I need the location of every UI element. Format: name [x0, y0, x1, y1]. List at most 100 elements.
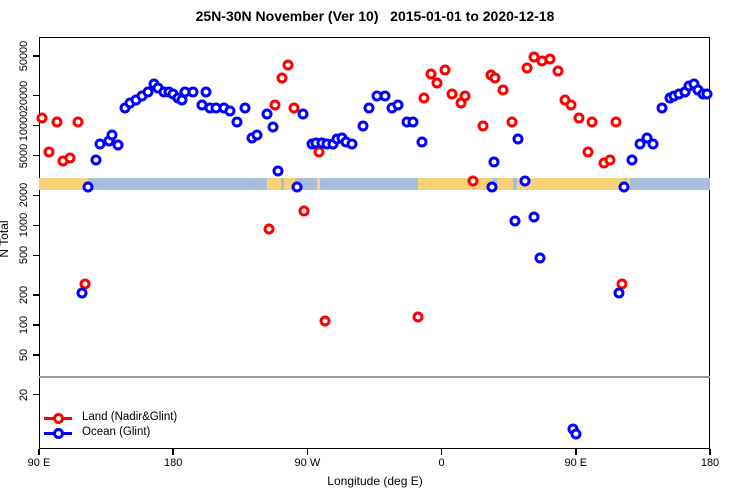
- data-point-ocean: [224, 105, 236, 117]
- data-point-land: [412, 311, 424, 323]
- y-tick: [33, 154, 39, 157]
- data-point-ocean: [76, 287, 88, 299]
- surface-strip-segment-ocean: [513, 177, 517, 190]
- data-point-ocean: [363, 102, 375, 114]
- data-point-ocean: [346, 138, 358, 150]
- data-point-land: [439, 64, 451, 76]
- data-point-land: [269, 99, 281, 111]
- y-tick-label: 200: [18, 285, 30, 305]
- data-point-ocean: [297, 108, 309, 120]
- surface-strip-segment-land: [317, 177, 321, 190]
- data-point-land: [544, 53, 556, 65]
- data-point-ocean: [187, 86, 199, 98]
- surface-strip-segment-land: [627, 177, 631, 190]
- surface-strip-segment-ocean: [281, 177, 284, 190]
- data-point-land: [610, 116, 622, 128]
- data-point-land: [64, 152, 76, 164]
- y-tick-label: 2000: [18, 183, 30, 208]
- legend-label-land: Land (Nadir&Glint): [82, 411, 178, 423]
- ocean-circle-icon: [53, 428, 64, 439]
- x-tick: [440, 449, 443, 455]
- y-tick: [33, 55, 39, 57]
- data-point-ocean: [634, 138, 646, 150]
- data-point-ocean: [267, 121, 279, 133]
- y-tick-label: 5000: [18, 143, 30, 168]
- data-point-ocean: [488, 156, 500, 168]
- legend-item-land: Land (Nadir&Glint): [44, 411, 244, 426]
- surface-strip-segment-land: [283, 177, 296, 190]
- data-point-ocean: [534, 252, 546, 264]
- surface-strip-segment-land: [267, 177, 282, 190]
- y-tick-label: 50: [18, 348, 30, 362]
- data-point-land: [319, 315, 331, 327]
- surface-strip-segment-ocean: [320, 177, 418, 190]
- y-tick-label: 100: [18, 315, 30, 335]
- data-point-ocean: [261, 108, 273, 120]
- page-title: 25N-30N November (Ver 10) 2015-01-01 to …: [195, 8, 555, 24]
- data-point-ocean: [656, 102, 668, 114]
- data-point-ocean: [626, 154, 638, 166]
- data-point-ocean: [512, 133, 524, 145]
- data-point-land: [573, 112, 585, 124]
- y-tick-label: 50000: [18, 40, 30, 72]
- data-point-ocean: [519, 175, 531, 187]
- x-tick: [306, 449, 309, 455]
- y-tick-label: 20000: [18, 80, 30, 111]
- legend-label-ocean: Ocean (Glint): [82, 426, 151, 438]
- x-tick-label: 90 W: [294, 457, 321, 469]
- legend: Land (Nadir&Glint) Ocean (Glint): [44, 411, 244, 441]
- data-point-land: [459, 90, 471, 102]
- x-tick: [709, 449, 711, 455]
- surface-strip-segment-land: [417, 177, 493, 190]
- data-point-ocean: [618, 181, 629, 193]
- data-point-ocean: [239, 102, 251, 114]
- data-point-ocean: [407, 116, 419, 128]
- data-point-ocean: [392, 99, 404, 111]
- data-point-land: [506, 116, 518, 128]
- data-point-land: [288, 102, 300, 114]
- data-point-land: [431, 77, 443, 89]
- x-tick-label: 0: [438, 457, 445, 469]
- data-point-land: [276, 72, 288, 84]
- y-tick-label: 1000: [18, 213, 30, 238]
- surface-strip-segment-land: [39, 177, 89, 190]
- y-tick: [33, 224, 39, 227]
- data-point-ocean: [357, 120, 369, 132]
- data-point-land: [552, 65, 564, 77]
- x-tick-label: 90 E: [27, 457, 51, 469]
- data-point-ocean: [528, 211, 540, 223]
- data-point-ocean: [486, 181, 498, 193]
- y-tick: [33, 324, 39, 326]
- surface-strip-segment-ocean: [630, 177, 710, 190]
- data-point-land: [604, 154, 616, 166]
- x-tick: [172, 449, 174, 455]
- plot-area: [39, 37, 710, 449]
- surface-strip-segment-land: [496, 177, 514, 190]
- x-tick-label: 180: [164, 457, 183, 469]
- y-tick-label: 20: [18, 388, 30, 401]
- y-tick-label: 500: [18, 246, 30, 265]
- data-point-land: [586, 116, 598, 128]
- data-point-ocean: [106, 129, 118, 141]
- y-tick: [33, 94, 39, 97]
- surface-strip-segment-land: [516, 177, 625, 190]
- data-point-land: [418, 92, 430, 104]
- y-tick: [33, 124, 39, 127]
- legend-item-ocean: Ocean (Glint): [44, 426, 244, 441]
- y-tick: [33, 294, 39, 296]
- data-point-ocean: [416, 136, 428, 148]
- data-point-ocean: [142, 86, 154, 98]
- data-point-ocean: [90, 154, 102, 166]
- y-tick: [33, 354, 39, 356]
- x-tick-label: 90 E: [564, 457, 588, 469]
- data-point-ocean: [82, 181, 94, 193]
- x-axis-label: Longitude (deg E): [327, 474, 423, 488]
- data-point-ocean: [291, 181, 303, 193]
- data-point-land: [565, 99, 577, 111]
- data-point-ocean: [379, 90, 391, 102]
- data-point-land: [72, 116, 84, 128]
- y-tick: [33, 254, 39, 257]
- data-point-land: [467, 175, 479, 187]
- data-point-ocean: [251, 129, 263, 141]
